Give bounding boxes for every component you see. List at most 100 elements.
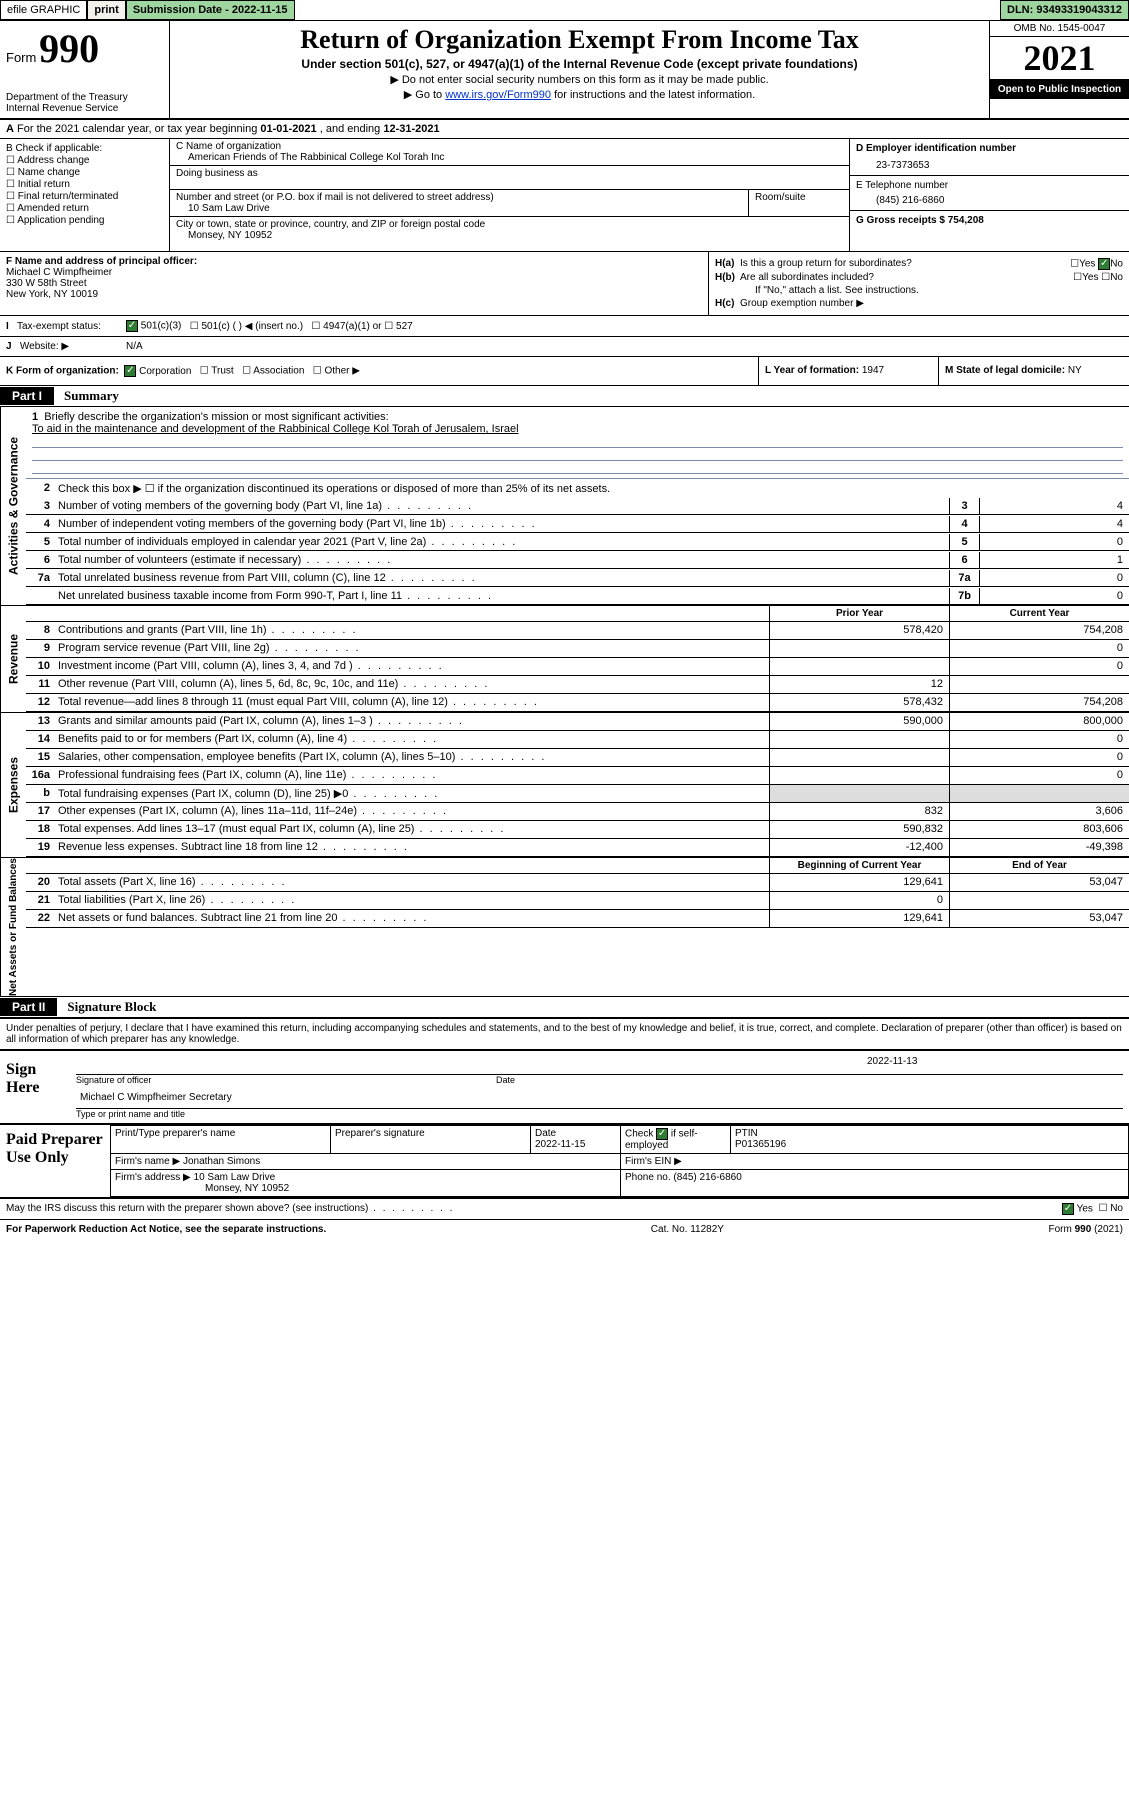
website-value: N/A bbox=[126, 341, 143, 352]
discuss-no[interactable]: ☐ No bbox=[1098, 1203, 1123, 1215]
section-bcd: B Check if applicable: ☐ Address change … bbox=[0, 139, 1129, 252]
city-cell: City or town, state or province, country… bbox=[170, 217, 849, 251]
chk-trust[interactable]: ☐ Trust bbox=[200, 366, 234, 377]
dln-box: DLN: 93493319043312 bbox=[1000, 0, 1129, 20]
room-cell: Room/suite bbox=[749, 190, 849, 216]
line-2: 2Check this box ▶ ☐ if the organization … bbox=[26, 479, 1129, 497]
summary-line: 4Number of independent voting members of… bbox=[26, 515, 1129, 533]
summary-line: 17Other expenses (Part IX, column (A), l… bbox=[26, 803, 1129, 821]
ein-cell: D Employer identification number 23-7373… bbox=[850, 139, 1129, 175]
mission-block: 1 Briefly describe the organization's mi… bbox=[26, 407, 1129, 479]
revenue-body: Prior Year Current Year 8Contributions a… bbox=[26, 606, 1129, 712]
summary-line: 8Contributions and grants (Part VIII, li… bbox=[26, 622, 1129, 640]
h-b-answer[interactable]: ☐Yes ☐No bbox=[1073, 272, 1123, 283]
footer-right: Form 990 (2021) bbox=[1049, 1224, 1123, 1235]
mission-text: To aid in the maintenance and developmen… bbox=[32, 423, 519, 435]
street-cell: Number and street (or P.O. box if mail i… bbox=[170, 190, 749, 216]
prep-sig-hdr: Preparer's signature bbox=[331, 1126, 531, 1154]
part-1-header: Part I Summary bbox=[0, 386, 1129, 407]
form-header-mid: Return of Organization Exempt From Incom… bbox=[170, 21, 989, 118]
col-current-year: Current Year bbox=[949, 606, 1129, 621]
chk-corp[interactable]: Corporation bbox=[124, 366, 191, 377]
vtab-revenue: Revenue bbox=[0, 606, 26, 712]
firm-ein-cell: Firm's EIN ▶ bbox=[621, 1154, 1129, 1170]
print-button[interactable]: print bbox=[87, 0, 125, 20]
firm-addr-cell: Firm's address ▶ 10 Sam Law Drive Monsey… bbox=[111, 1170, 621, 1197]
form-note-1: Do not enter social security numbers on … bbox=[176, 73, 983, 86]
summary-line: 7aTotal unrelated business revenue from … bbox=[26, 569, 1129, 587]
sign-here-label: Sign Here bbox=[0, 1051, 70, 1123]
summary-line: 14Benefits paid to or for members (Part … bbox=[26, 731, 1129, 749]
firm-name-cell: Firm's name ▶ Jonathan Simons bbox=[111, 1154, 621, 1170]
chk-other[interactable]: ☐ Other ▶ bbox=[313, 366, 360, 377]
vtab-netassets: Net Assets or Fund Balances bbox=[0, 858, 26, 996]
open-inspection: Open to Public Inspection bbox=[990, 80, 1129, 99]
summary-governance: Activities & Governance 1 Briefly descri… bbox=[0, 407, 1129, 606]
efile-label: efile GRAPHIC bbox=[0, 0, 87, 20]
prep-name-hdr: Print/Type preparer's name bbox=[111, 1126, 331, 1154]
summary-line: 10Investment income (Part VIII, column (… bbox=[26, 658, 1129, 676]
part-2-header: Part II Signature Block bbox=[0, 997, 1129, 1018]
box-c: C Name of organization American Friends … bbox=[170, 139, 849, 251]
chk-initial-return[interactable]: ☐ Initial return bbox=[6, 179, 163, 190]
summary-line: 22Net assets or fund balances. Subtract … bbox=[26, 910, 1129, 928]
col-eoy: End of Year bbox=[949, 858, 1129, 873]
chk-501c[interactable]: ☐ 501(c) ( ) ◀ (insert no.) bbox=[190, 321, 303, 332]
irs-link[interactable]: www.irs.gov/Form990 bbox=[445, 89, 551, 101]
discuss-row: May the IRS discuss this return with the… bbox=[0, 1199, 1129, 1220]
row-i: I Tax-exempt status: 501(c)(3) ☐ 501(c) … bbox=[0, 316, 1129, 337]
footer-mid: Cat. No. 11282Y bbox=[651, 1224, 724, 1235]
chk-assoc[interactable]: ☐ Association bbox=[242, 366, 304, 377]
revenue-header-row: Prior Year Current Year bbox=[26, 606, 1129, 622]
chk-amended[interactable]: ☐ Amended return bbox=[6, 203, 163, 214]
col-boy: Beginning of Current Year bbox=[769, 858, 949, 873]
chk-application-pending[interactable]: ☐ Application pending bbox=[6, 215, 163, 226]
prep-date-cell: Date2022-11-15 bbox=[531, 1126, 621, 1154]
form-header: Form 990 Department of the Treasury Inte… bbox=[0, 21, 1129, 120]
chk-final-return[interactable]: ☐ Final return/terminated bbox=[6, 191, 163, 202]
governance-body: 1 Briefly describe the organization's mi… bbox=[26, 407, 1129, 605]
prep-selfemp-cell[interactable]: Check if self-employed bbox=[621, 1126, 731, 1154]
summary-line: 11Other revenue (Part VIII, column (A), … bbox=[26, 676, 1129, 694]
form-header-right: OMB No. 1545-0047 2021 Open to Public In… bbox=[989, 21, 1129, 118]
submission-date: Submission Date - 2022-11-15 bbox=[126, 0, 295, 20]
h-b-note: If "No," attach a list. See instructions… bbox=[715, 285, 1123, 296]
h-a-answer[interactable]: ☐Yes No bbox=[1070, 258, 1123, 270]
box-d: D Employer identification number 23-7373… bbox=[849, 139, 1129, 251]
summary-line: 5Total number of individuals employed in… bbox=[26, 533, 1129, 551]
firm-phone-cell: Phone no. (845) 216-6860 bbox=[621, 1170, 1129, 1197]
chk-527[interactable]: ☐ 527 bbox=[384, 321, 412, 332]
declaration-text: Under penalties of perjury, I declare th… bbox=[0, 1019, 1129, 1051]
chk-501c3[interactable]: 501(c)(3) bbox=[126, 320, 181, 332]
summary-expenses: Expenses 13Grants and similar amounts pa… bbox=[0, 713, 1129, 858]
spacer bbox=[295, 0, 1000, 20]
gross-receipts-cell: G Gross receipts $ 754,208 bbox=[850, 210, 1129, 230]
chk-address-change[interactable]: ☐ Address change bbox=[6, 155, 163, 166]
part-2-tab: Part II bbox=[0, 998, 57, 1016]
row-j: J Website: ▶ N/A bbox=[0, 337, 1129, 357]
summary-line: 15Salaries, other compensation, employee… bbox=[26, 749, 1129, 767]
page-footer: For Paperwork Reduction Act Notice, see … bbox=[0, 1220, 1129, 1239]
chk-name-change[interactable]: ☐ Name change bbox=[6, 167, 163, 178]
box-m: M State of legal domicile: NY bbox=[939, 357, 1129, 385]
summary-line: bTotal fundraising expenses (Part IX, co… bbox=[26, 785, 1129, 803]
officer-name: Michael C Wimpfheimer Secretary bbox=[76, 1091, 236, 1108]
discuss-yes[interactable]: Yes bbox=[1062, 1203, 1093, 1215]
chk-4947[interactable]: ☐ 4947(a)(1) or bbox=[311, 321, 381, 332]
prep-ptin-cell: PTINP01365196 bbox=[731, 1126, 1129, 1154]
summary-netassets: Net Assets or Fund Balances Beginning of… bbox=[0, 858, 1129, 997]
phone-cell: E Telephone number (845) 216-6860 bbox=[850, 175, 1129, 210]
org-name-cell: C Name of organization American Friends … bbox=[170, 139, 849, 166]
irs-label: Internal Revenue Service bbox=[6, 103, 163, 114]
h-c-row: H(c) Group exemption number ▶ bbox=[715, 298, 1123, 309]
tax-year: 2021 bbox=[990, 37, 1129, 80]
summary-revenue: Revenue Prior Year Current Year 8Contrib… bbox=[0, 606, 1129, 713]
vtab-expenses: Expenses bbox=[0, 713, 26, 857]
section-fh: F Name and address of principal officer:… bbox=[0, 252, 1129, 316]
omb-number: OMB No. 1545-0047 bbox=[990, 21, 1129, 37]
paid-preparer-row: Paid Preparer Use Only Print/Type prepar… bbox=[0, 1125, 1129, 1199]
vtab-governance: Activities & Governance bbox=[0, 407, 26, 605]
form-note-2: ▶ Go to www.irs.gov/Form990 for instruct… bbox=[176, 88, 983, 101]
summary-line: 6Total number of volunteers (estimate if… bbox=[26, 551, 1129, 569]
box-k: K Form of organization: Corporation ☐ Tr… bbox=[0, 357, 759, 385]
